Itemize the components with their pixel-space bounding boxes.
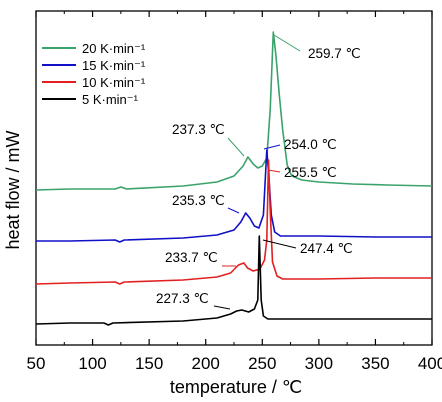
annotation-leader-2 [263,144,281,150]
series-line-1 [36,149,432,243]
annotation-leader-0 [273,34,301,52]
annotation-label-6: 233.7 ℃ [165,250,218,265]
annotation-leader-3 [267,169,281,173]
annotation-leader-4 [227,207,240,214]
annotation-label-0: 259.7 ℃ [308,46,361,61]
annotation-label-1: 237.3 ℃ [172,122,225,137]
legend-label-3: 5 K·min⁻¹ [82,92,139,107]
legend-label-2: 10 K·min⁻¹ [82,75,146,90]
legend-label-1: 15 K·min⁻¹ [82,58,146,73]
series-layer [35,31,433,326]
annotation-label-5: 247.4 ℃ [300,241,353,256]
annotations-layer: 259.7 ℃ 237.3 ℃ 254.0 ℃ 255.5 ℃ 235.3 ℃ 247.4… [156,34,361,310]
annotation-label-4: 235.3 ℃ [172,193,225,208]
legend-label-0: 20 K·min⁻¹ [82,41,146,56]
annotation-label-3: 255.5 ℃ [284,165,337,180]
x-axis-title: temperature / ℃ [170,377,302,397]
annotation-leader-1 [227,137,245,157]
x-tick-label: 350 [361,354,389,373]
x-tick-label: 200 [192,354,220,373]
y-axis-title: heat flow / mW [3,130,23,249]
x-tick-label: 400 [418,354,442,373]
x-tick-label: 100 [78,354,106,373]
series-line-3 [35,235,432,326]
legend: 20 K·min⁻¹ 15 K·min⁻¹ 10 K·min⁻¹ 5 K·min⁻¹ [42,41,146,107]
ticks-layer: 50 100 150 200 250 300 350 400 [27,11,442,373]
annotation-leader-5 [262,239,297,249]
series-line-0 [35,31,433,191]
x-tick-label: 150 [135,354,163,373]
x-tick-label: 250 [248,354,276,373]
x-tick-label: 50 [27,354,46,373]
x-tick-label: 300 [305,354,333,373]
series-line-2 [35,159,432,285]
annotation-leader-7 [213,305,231,310]
annotation-label-7: 227.3 ℃ [156,291,209,306]
annotation-label-2: 254.0 ℃ [284,137,337,152]
